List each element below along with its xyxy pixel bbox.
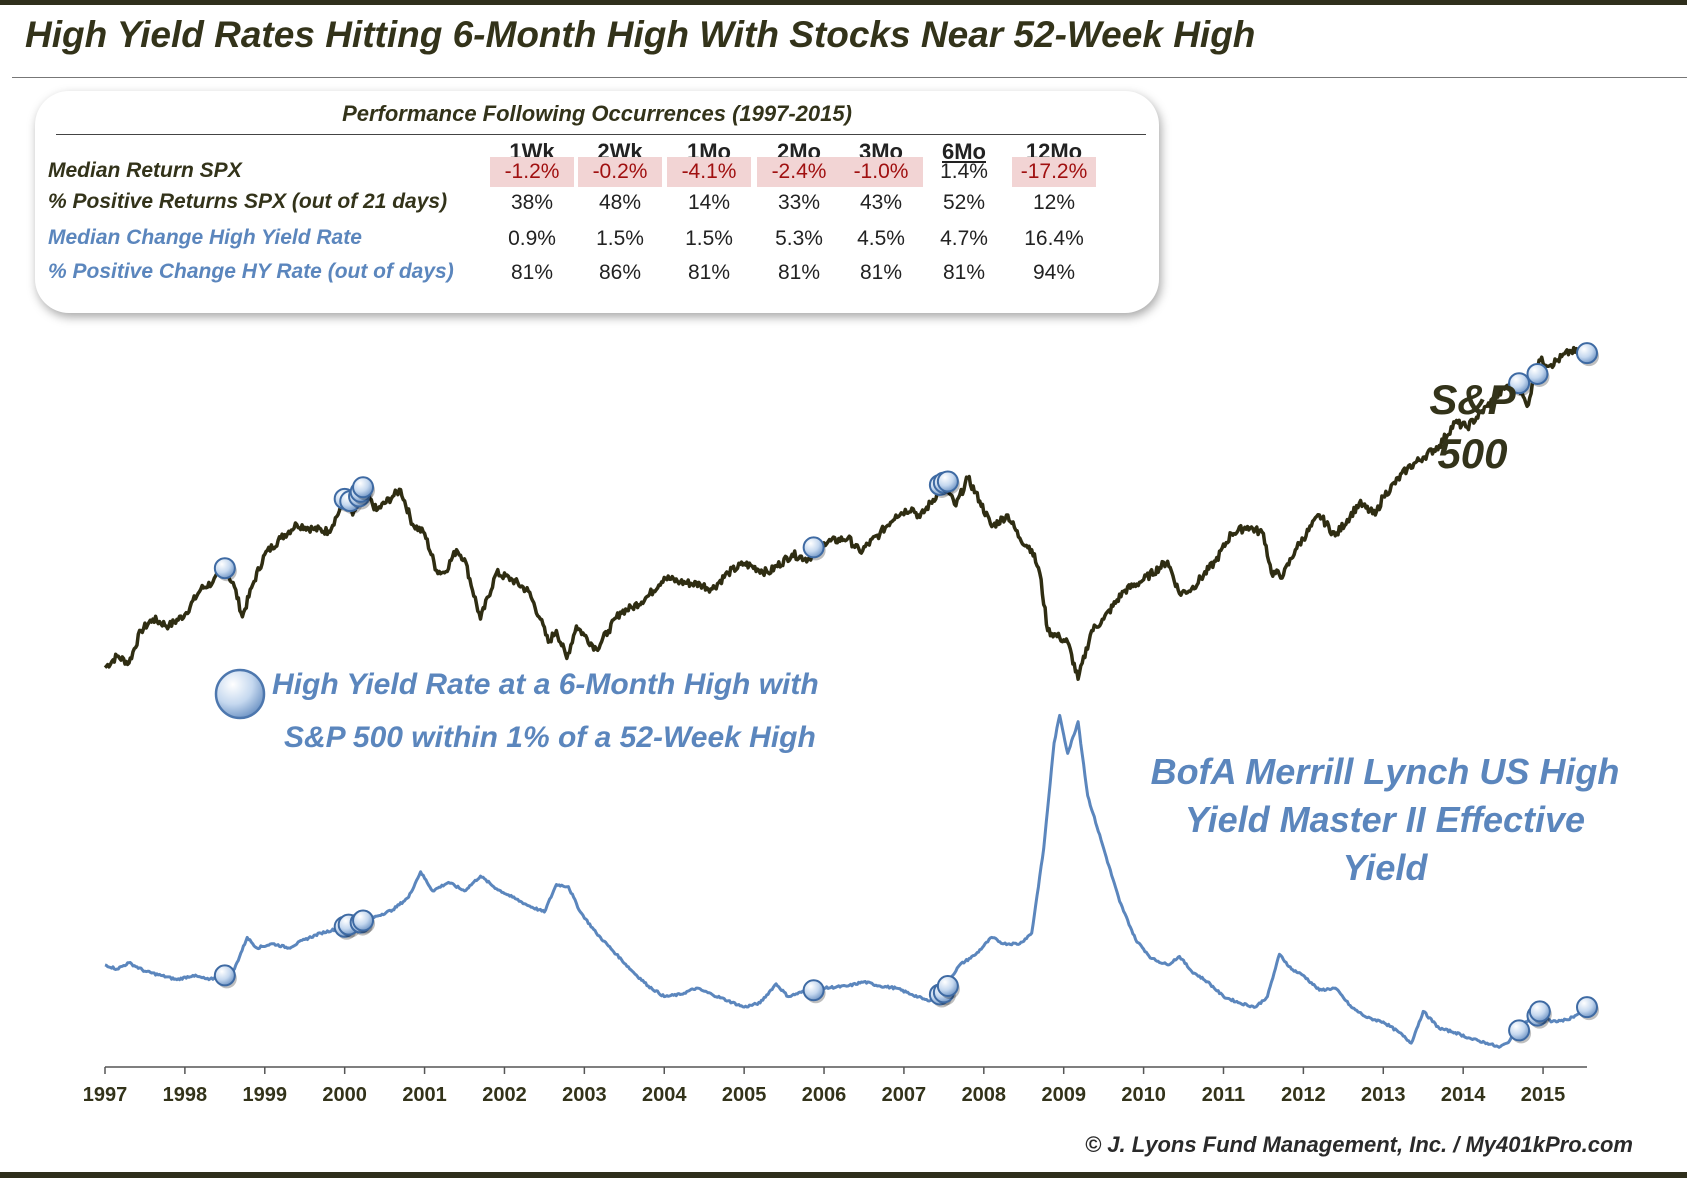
legend-marker (214, 668, 266, 720)
table-cell: 4.7% (940, 227, 988, 250)
hy-signal-dot (213, 964, 236, 987)
spx-signal-dot (1576, 342, 1598, 365)
x-tick-label: 2008 (962, 1084, 1007, 1106)
table-cell: -0.2% (578, 157, 662, 187)
table-cell: 5.3% (775, 227, 823, 250)
hy-signal-dot (1508, 1019, 1531, 1042)
x-tick-label: 2007 (882, 1084, 927, 1106)
table-cell: 1.5% (596, 227, 644, 250)
table-cell: 12% (1032, 191, 1076, 214)
hy-label-line1: BofA Merrill Lynch US High (1150, 751, 1620, 792)
table-title-divider (56, 134, 1146, 135)
hy-signal-dot (1528, 1000, 1551, 1023)
table-cell: 81% (510, 261, 554, 284)
credit-text: © J. Lyons Fund Management, Inc. / My401… (1084, 1132, 1633, 1157)
x-tick-label: 2000 (322, 1084, 367, 1106)
x-tick-label: 2015 (1521, 1084, 1566, 1106)
x-tick-label: 2009 (1041, 1084, 1086, 1106)
spx-label-line1: S&P (1429, 376, 1516, 423)
table-cell: 14% (687, 191, 731, 214)
x-tick-label: 1998 (163, 1084, 208, 1106)
hy-label-line2: Yield Master II Effective (1184, 799, 1586, 840)
table-cell: 1.4% (940, 160, 988, 183)
row-label: Median Change High Yield Rate (48, 226, 362, 249)
spx-signal-dot (1508, 372, 1531, 395)
table-cell: 81% (859, 261, 903, 284)
table-cell: -1.0% (839, 157, 923, 187)
x-tick-label: 2014 (1441, 1084, 1486, 1106)
col-header-6mo: 6Mo (942, 139, 986, 164)
table-cell: 81% (687, 261, 731, 284)
table-cell: 1.5% (685, 227, 733, 250)
table-cell: -4.1% (667, 157, 751, 187)
hy-signal-dot (802, 979, 825, 1002)
table-cell: 43% (859, 191, 903, 214)
x-tick-label: 2005 (722, 1084, 767, 1106)
top-bar (0, 0, 1687, 5)
table-cell: 81% (777, 261, 821, 284)
x-tick-label: 2012 (1281, 1084, 1326, 1106)
spx-signal-dot (352, 476, 375, 499)
table-cell: 94% (1032, 261, 1076, 284)
row-label: Median Return SPX (48, 159, 242, 182)
x-tick-label: 1997 (83, 1084, 128, 1106)
table-cell: 4.5% (857, 227, 905, 250)
table-cell: 38% (510, 191, 554, 214)
x-tick-label: 2003 (562, 1084, 607, 1106)
row-label: % Positive Returns SPX (out of 21 days) (48, 190, 448, 213)
spx-signal-dot (213, 557, 236, 580)
spx-line (103, 345, 1588, 681)
table-cell: -17.2% (1012, 157, 1096, 187)
table-cell: 0.9% (508, 227, 556, 250)
hy-signal-dot (352, 909, 375, 932)
table-cell: -2.4% (757, 157, 841, 187)
spx-signal-dot (802, 536, 825, 559)
table-cell: 16.4% (1024, 227, 1084, 250)
x-tick-label: 2010 (1121, 1084, 1166, 1106)
hy-label-line3: Yield (1342, 847, 1428, 888)
bottom-bar (0, 1172, 1687, 1178)
legend-text-line1: High Yield Rate at a 6-Month High with (272, 668, 819, 701)
hy-signal-dot (1576, 996, 1598, 1019)
table-cell: 86% (598, 261, 642, 284)
table-cell: -1.2% (490, 157, 574, 187)
x-tick-label: 2004 (642, 1084, 687, 1106)
x-tick-label: 2011 (1202, 1084, 1245, 1106)
legend-text-line2: S&P 500 within 1% of a 52-Week High (284, 721, 816, 754)
spx-signal-dot (1526, 362, 1549, 385)
x-tick-label: 2002 (482, 1084, 527, 1106)
title-divider (12, 77, 1687, 78)
table-cell: 33% (777, 191, 821, 214)
spx-signal-dot (936, 470, 959, 493)
x-tick-label: 1999 (243, 1084, 288, 1106)
table-cell: 52% (942, 191, 986, 214)
table-cell: 81% (942, 261, 986, 284)
table-title: Performance Following Occurrences (1997-… (342, 101, 852, 126)
table-cell: 48% (598, 191, 642, 214)
row-label: % Positive Change HY Rate (out of days) (48, 260, 454, 283)
x-tick-label: 2006 (802, 1084, 847, 1106)
page-title: High Yield Rates Hitting 6-Month High Wi… (25, 14, 1256, 55)
hy-signal-dot (936, 975, 959, 997)
performance-table: Performance Following Occurrences (1997-… (35, 91, 1159, 313)
spx-label-line2: 500 (1437, 430, 1508, 477)
x-tick-label: 2013 (1361, 1084, 1406, 1106)
x-tick-label: 2001 (402, 1084, 447, 1106)
